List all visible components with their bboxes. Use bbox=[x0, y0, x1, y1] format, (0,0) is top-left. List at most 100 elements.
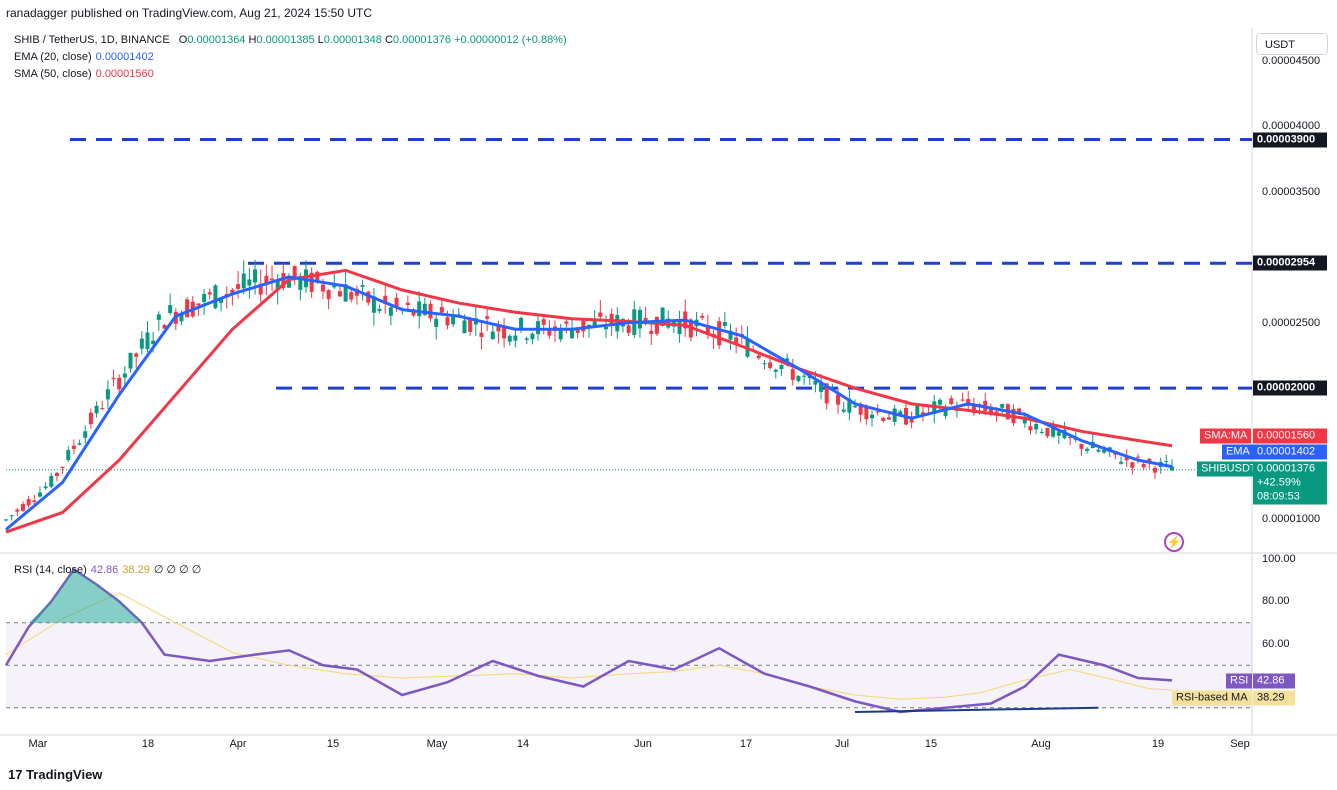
candle-body bbox=[213, 285, 218, 309]
candle-body bbox=[802, 375, 807, 377]
rsi-legend-label: RSI (14, close) bbox=[14, 564, 87, 576]
candle-body bbox=[37, 492, 42, 497]
rsi-ma-tag-value: 38.29 bbox=[1253, 690, 1295, 706]
candle-body bbox=[77, 443, 82, 445]
candle-body bbox=[332, 284, 337, 288]
level-tag-2000: 0.00002000 bbox=[1253, 380, 1327, 396]
candle-body bbox=[1000, 404, 1005, 408]
candle-body bbox=[439, 307, 444, 313]
open-value: 0.00001364 bbox=[187, 34, 246, 46]
candle-body bbox=[841, 409, 846, 412]
candle-body bbox=[394, 297, 399, 308]
candle-body bbox=[943, 409, 948, 416]
candle-body bbox=[541, 319, 546, 325]
candle-body bbox=[185, 299, 190, 318]
x-tick: Aug bbox=[1031, 738, 1051, 750]
ema-tag-value: 0.00001402 bbox=[1253, 444, 1327, 460]
candle-body bbox=[875, 411, 880, 413]
candle-body bbox=[722, 321, 727, 326]
candle-body bbox=[4, 519, 8, 521]
close-label: C bbox=[384, 34, 393, 46]
candle-body bbox=[858, 403, 863, 415]
candle-body bbox=[337, 291, 342, 297]
x-tick: Jul bbox=[834, 738, 850, 750]
candle-body bbox=[349, 292, 354, 300]
candle-body bbox=[309, 272, 314, 292]
rsi-legend[interactable]: RSI (14, close) 42.86 38.29 ∅ ∅ ∅ ∅ bbox=[14, 563, 201, 576]
rsi-legend-extra: ∅ ∅ ∅ ∅ bbox=[153, 564, 202, 576]
candle-body bbox=[705, 325, 710, 335]
candle-body bbox=[898, 411, 903, 416]
candle-body bbox=[1096, 449, 1101, 452]
candle-body bbox=[1056, 431, 1061, 436]
candle-body bbox=[422, 303, 427, 315]
candle-body bbox=[1136, 456, 1141, 458]
candle-body bbox=[15, 509, 20, 512]
tradingview-logo[interactable]: 17 TradingView bbox=[8, 767, 102, 782]
candle-body bbox=[649, 330, 654, 334]
candle-body bbox=[281, 273, 286, 289]
candle-body bbox=[462, 320, 467, 334]
candle-body bbox=[1039, 431, 1044, 433]
candle-body bbox=[451, 316, 456, 325]
candle-body bbox=[881, 417, 886, 422]
candle-body bbox=[139, 338, 144, 349]
candle-body bbox=[371, 296, 376, 313]
candle-body bbox=[1017, 408, 1022, 413]
candle-body bbox=[292, 266, 297, 280]
countdown-tag: 08:09:53 bbox=[1253, 489, 1327, 505]
ema-legend[interactable]: EMA (20, close) 0.00001402 bbox=[14, 51, 154, 63]
lightning-icon[interactable]: ⚡ bbox=[1164, 532, 1184, 552]
price-tick: 0.00001000 bbox=[1262, 513, 1321, 525]
candle-body bbox=[1170, 466, 1174, 471]
candle-body bbox=[275, 280, 280, 291]
x-tick: Mar bbox=[28, 738, 48, 750]
candle-body bbox=[603, 326, 608, 330]
candle-body bbox=[88, 412, 93, 425]
candle-body bbox=[66, 450, 71, 461]
candle-body bbox=[654, 316, 659, 334]
price-tick: 0.00002500 bbox=[1262, 317, 1321, 329]
symbol-tag-value: 0.00001376 bbox=[1253, 461, 1327, 477]
candle-body bbox=[196, 303, 201, 306]
ema-legend-label: EMA (20, close) bbox=[14, 51, 92, 63]
x-tick: Sep bbox=[1230, 738, 1250, 750]
candle-body bbox=[660, 307, 665, 327]
candle-body bbox=[26, 499, 31, 506]
candle-body bbox=[315, 271, 320, 282]
candle-body bbox=[1034, 423, 1039, 430]
x-tick: 14 bbox=[516, 738, 530, 750]
candle-body bbox=[524, 338, 529, 340]
symbol-name[interactable]: SHIB / TetherUS, 1D, BINANCE bbox=[14, 34, 170, 46]
currency-button[interactable]: USDT bbox=[1256, 33, 1328, 55]
high-value: 0.00001385 bbox=[256, 34, 315, 46]
candle-body bbox=[994, 411, 999, 413]
candle-body bbox=[796, 375, 801, 382]
candle-body bbox=[247, 279, 252, 286]
close-value: 0.00001376 bbox=[392, 34, 452, 46]
x-tick: 15 bbox=[326, 738, 340, 750]
candle-body bbox=[270, 278, 275, 281]
candle-body bbox=[853, 406, 858, 408]
candle-body bbox=[434, 318, 439, 327]
candle-body bbox=[485, 316, 490, 319]
candle-body bbox=[71, 445, 76, 449]
candle-body bbox=[960, 399, 965, 401]
candle-body bbox=[971, 405, 976, 414]
candle-body bbox=[824, 383, 829, 404]
candle-body bbox=[915, 405, 920, 416]
sma-legend[interactable]: SMA (50, close) 0.00001560 bbox=[14, 68, 154, 80]
sma-legend-label: SMA (50, close) bbox=[14, 68, 92, 80]
candle-body bbox=[405, 302, 410, 306]
candle-body bbox=[20, 504, 25, 511]
candle-body bbox=[145, 332, 150, 350]
symbol-tag-name: SHIBUSDT bbox=[1197, 461, 1261, 477]
rsi-tag-name: RSI bbox=[1226, 673, 1253, 689]
candle-body bbox=[258, 283, 263, 295]
candle-body bbox=[762, 363, 767, 365]
candle-body bbox=[1051, 424, 1056, 437]
publish-info: ranadagger published on TradingView.com,… bbox=[6, 6, 373, 20]
candle-body bbox=[122, 373, 127, 378]
candle-body bbox=[592, 320, 597, 328]
